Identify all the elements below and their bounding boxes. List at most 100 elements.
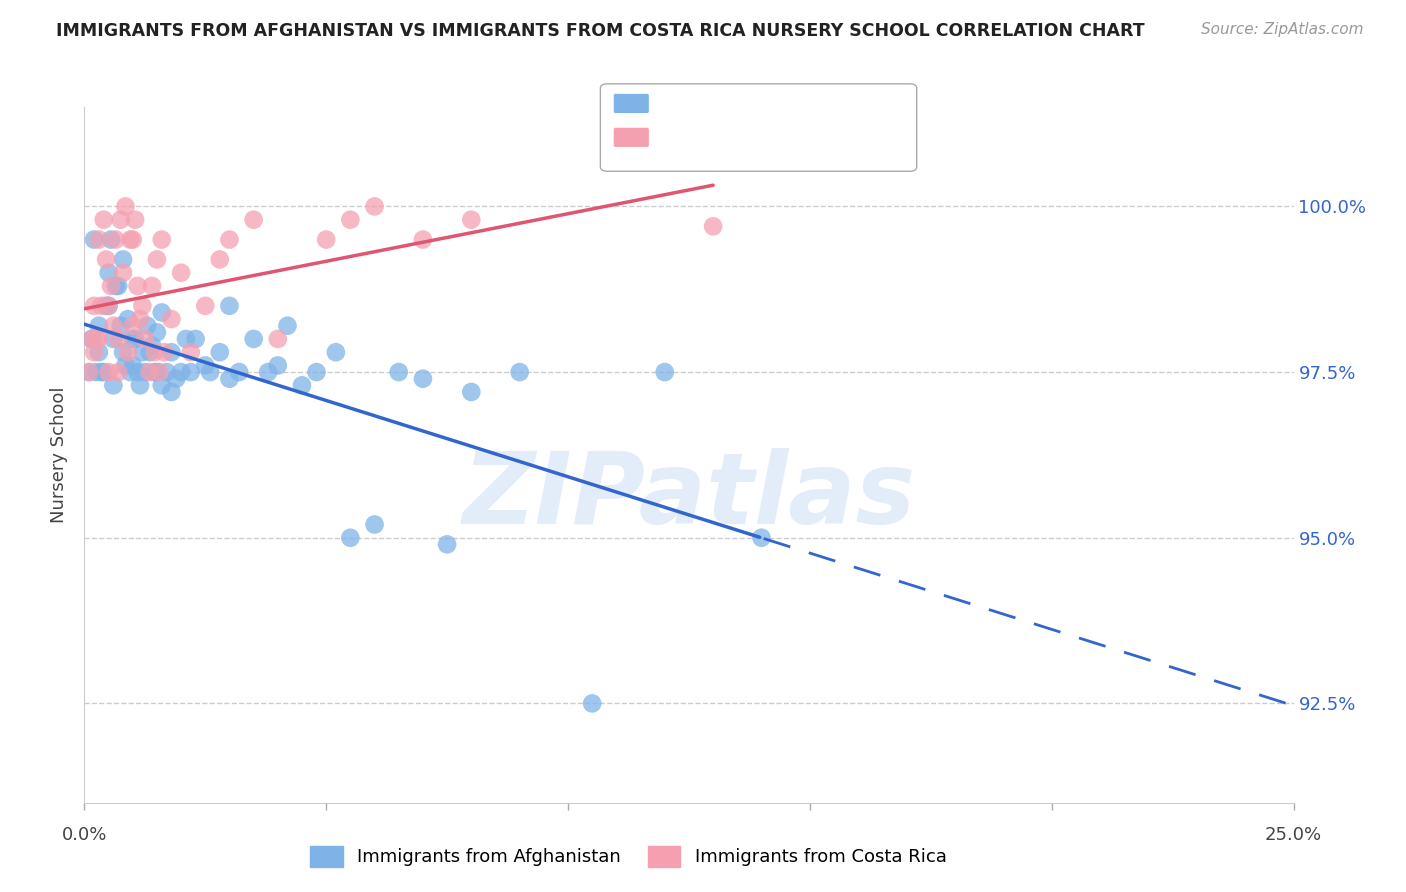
Point [170, 365, 193, 379]
Text: IMMIGRANTS FROM AFGHANISTAN VS IMMIGRANTS FROM COSTA RICA NURSERY SCHOOL CORRELA: IMMIGRANTS FROM AFGHANISTAN VS IMMIGRANT… [56, 22, 1144, 40]
Point [77, 365, 100, 379]
Point [97, 299, 120, 313]
Point [87, 345, 110, 359]
Point [120, 233, 142, 247]
Point [150, 305, 173, 319]
Point [86, 332, 108, 346]
Point [129, 378, 152, 392]
Point [412, 372, 434, 386]
Text: R =  0.527: R = 0.527 [654, 131, 758, 150]
Point [107, 279, 129, 293]
Point [170, 266, 193, 280]
Point [305, 365, 328, 379]
Point [581, 697, 603, 711]
Point [97, 365, 120, 379]
Point [121, 233, 143, 247]
Point [143, 345, 166, 359]
Point [339, 531, 361, 545]
Point [654, 365, 676, 379]
Text: ZIPatlas: ZIPatlas [463, 448, 915, 545]
Text: Source: ZipAtlas.com: Source: ZipAtlas.com [1201, 22, 1364, 37]
Point [146, 252, 169, 267]
Point [460, 212, 482, 227]
Point [94, 252, 117, 267]
Point [120, 365, 142, 379]
Point [80, 332, 103, 346]
Point [363, 199, 385, 213]
Point [83, 345, 105, 359]
Text: 0.0%: 0.0% [62, 826, 107, 844]
Point [148, 365, 170, 379]
Point [100, 279, 122, 293]
Point [87, 233, 110, 247]
Point [218, 372, 240, 386]
Point [242, 332, 264, 346]
Point [150, 233, 173, 247]
Text: N = 50: N = 50 [801, 131, 875, 150]
Point [103, 332, 125, 346]
Point [242, 212, 264, 227]
Point [141, 279, 163, 293]
Point [198, 365, 221, 379]
Point [110, 318, 132, 333]
Point [208, 345, 231, 359]
Point [180, 365, 202, 379]
Point [174, 332, 197, 346]
Point [150, 378, 173, 392]
Point [83, 233, 105, 247]
Point [208, 252, 231, 267]
Point [138, 345, 160, 359]
Point [124, 212, 146, 227]
Point [267, 359, 290, 373]
Point [127, 279, 149, 293]
Point [276, 318, 298, 333]
Text: 25.0%: 25.0% [1265, 826, 1322, 844]
Point [138, 365, 160, 379]
Point [165, 372, 187, 386]
Point [112, 266, 135, 280]
Point [751, 531, 773, 545]
Point [114, 199, 136, 213]
Point [388, 365, 411, 379]
Point [121, 359, 143, 373]
Point [80, 332, 103, 346]
Point [87, 332, 110, 346]
Point [146, 365, 169, 379]
Point [103, 318, 125, 333]
Point [194, 299, 217, 313]
Point [509, 365, 531, 379]
Point [77, 365, 100, 379]
Point [100, 233, 122, 247]
Point [436, 537, 458, 551]
Point [107, 332, 129, 346]
Point [180, 345, 202, 359]
Point [114, 359, 136, 373]
Point [93, 365, 115, 379]
Point [228, 365, 250, 379]
Y-axis label: Nursery School: Nursery School [51, 386, 69, 524]
Point [153, 345, 176, 359]
Point [155, 365, 177, 379]
Point [107, 365, 129, 379]
Point [363, 517, 385, 532]
Point [87, 318, 110, 333]
Point [117, 312, 139, 326]
Point [134, 332, 156, 346]
Point [136, 318, 159, 333]
Point [131, 299, 153, 313]
Point [104, 233, 127, 247]
Point [83, 299, 105, 313]
Point [134, 365, 156, 379]
Point [121, 332, 143, 346]
Point [184, 332, 207, 346]
Point [194, 359, 217, 373]
Point [325, 345, 347, 359]
Point [702, 219, 724, 234]
Point [124, 332, 146, 346]
Point [127, 365, 149, 379]
Point [218, 299, 240, 313]
Point [460, 384, 482, 399]
Point [141, 338, 163, 352]
Point [117, 345, 139, 359]
Point [339, 212, 361, 227]
